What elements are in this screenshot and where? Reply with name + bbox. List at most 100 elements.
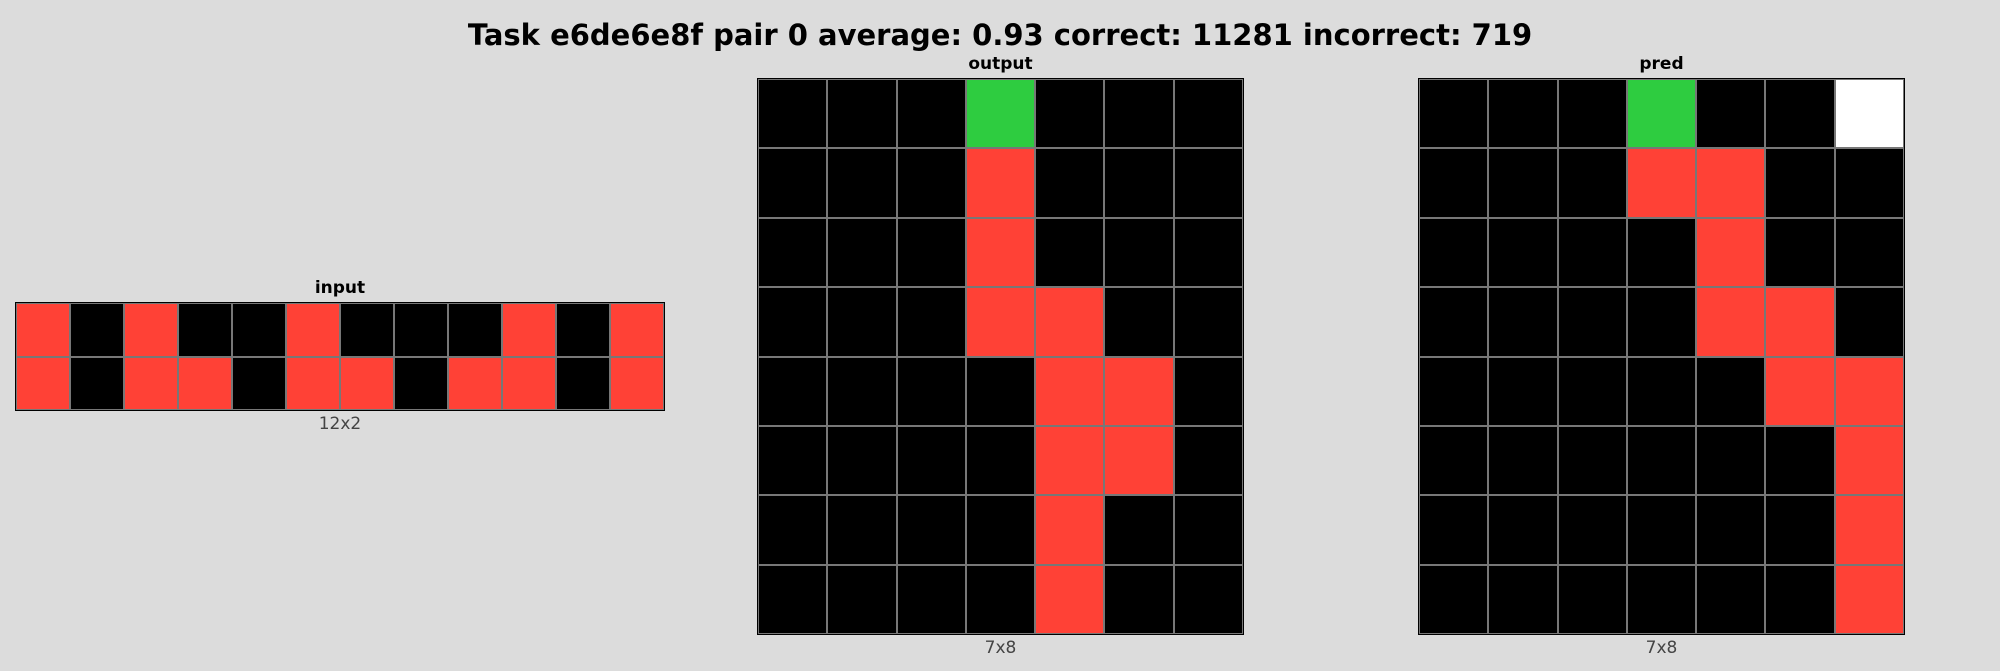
pred-grid-cell (1626, 425, 1697, 496)
pred-grid-cell (1765, 356, 1835, 426)
output-grid-cell (1035, 425, 1105, 496)
output-grid-cell (1173, 564, 1243, 634)
pred-grid-cell (1488, 148, 1558, 218)
output-label: output (968, 54, 1033, 74)
input-grid-cell (124, 303, 178, 357)
input-grid (15, 302, 665, 411)
pred-grid-cell (1696, 495, 1766, 565)
output-grid-cell (1173, 79, 1243, 149)
output-grid-cell (965, 148, 1036, 218)
pred-grid-cell (1419, 564, 1489, 634)
pred-grid-cell (1488, 425, 1558, 496)
output-grid-cell (758, 495, 828, 565)
output-grid-cell (827, 425, 897, 496)
pred-grid-cell (1488, 217, 1558, 288)
input-grid-cell (556, 356, 610, 410)
output-grid-cell (1104, 79, 1174, 149)
pred-grid-cell (1557, 564, 1627, 634)
output-grid-cell (827, 495, 897, 565)
pred-grid-cell (1834, 495, 1904, 565)
input-grid-cell (124, 356, 178, 410)
output-grid-cell (1104, 564, 1174, 634)
output-grid-cell (1173, 356, 1243, 426)
pred-grid-cell (1419, 148, 1489, 218)
output-grid-cell (1104, 356, 1174, 426)
pred-grid-cell (1834, 79, 1904, 149)
pred-grid-cell (1834, 356, 1904, 426)
input-grid-cell (556, 303, 610, 357)
output-grid-cell (758, 79, 828, 149)
pred-grid-cell (1557, 356, 1627, 426)
output-grid-cell (1035, 217, 1105, 288)
pred-grid-cell (1765, 425, 1835, 496)
output-size-caption: 7x8 (984, 638, 1017, 658)
pred-grid-cell (1626, 287, 1697, 357)
output-grid-cell (758, 148, 828, 218)
pred-grid-cell (1765, 495, 1835, 565)
output-grid-cell (965, 564, 1036, 634)
input-grid-cell (610, 356, 664, 410)
output-grid-cell (1104, 287, 1174, 357)
output-grid-cell (758, 564, 828, 634)
input-label: input (314, 278, 366, 298)
pred-grid-cell (1419, 356, 1489, 426)
input-grid-cell (178, 356, 232, 410)
output-grid-cell (965, 217, 1036, 288)
pred-grid-cell (1834, 425, 1904, 496)
pred-grid-cell (1696, 217, 1766, 288)
output-grid-cell (827, 79, 897, 149)
pred-grid-cell (1557, 79, 1627, 149)
output-grid-cell (827, 356, 897, 426)
output-grid-cell (1173, 148, 1243, 218)
output-grid-cell (965, 495, 1036, 565)
input-grid-cell (286, 356, 340, 410)
pred-grid-cell (1419, 425, 1489, 496)
pred-grid-cell (1626, 148, 1697, 218)
pred-grid-cell (1419, 79, 1489, 149)
output-grid-cell (1104, 217, 1174, 288)
input-grid-cell (394, 303, 448, 357)
input-grid-cell (178, 303, 232, 357)
pred-grid-cell (1419, 287, 1489, 357)
pred-grid-cell (1419, 495, 1489, 565)
input-grid-cell (232, 356, 286, 410)
output-grid-cell (896, 287, 966, 357)
pred-grid-cell (1696, 287, 1766, 357)
output-grid-cell (896, 495, 966, 565)
pred-size-caption: 7x8 (1645, 638, 1678, 658)
pred-grid-cell (1626, 495, 1697, 565)
output-grid-cell (1035, 495, 1105, 565)
output-grid-cell (1104, 148, 1174, 218)
output-grid-cell (896, 217, 966, 288)
pred-grid-cell (1626, 217, 1697, 288)
pred-grid-cell (1488, 79, 1558, 149)
input-size-caption: 12x2 (318, 414, 362, 434)
input-grid-cell (610, 303, 664, 357)
input-grid-cell (340, 356, 394, 410)
output-grid-cell (827, 217, 897, 288)
output-grid-cell (1173, 495, 1243, 565)
pred-grid-cell (1557, 217, 1627, 288)
output-grid-cell (758, 287, 828, 357)
output-grid-cell (896, 148, 966, 218)
output-grid-cell (827, 287, 897, 357)
output-grid-cell (1173, 287, 1243, 357)
pred-grid-cell (1765, 564, 1835, 634)
pred-grid-cell (1765, 79, 1835, 149)
pred-grid-cell (1557, 287, 1627, 357)
pred-grid-cell (1488, 287, 1558, 357)
input-grid-cell (232, 303, 286, 357)
pred-grid-cell (1696, 148, 1766, 218)
output-grid-cell (758, 425, 828, 496)
output-grid-cell (1035, 287, 1105, 357)
page-title: Task e6de6e8f pair 0 average: 0.93 corre… (467, 18, 1533, 52)
input-grid-cell (502, 356, 556, 410)
input-grid-cell (340, 303, 394, 357)
output-grid (757, 78, 1244, 635)
input-grid-cell (502, 303, 556, 357)
pred-grid-cell (1419, 217, 1489, 288)
pred-grid-cell (1834, 217, 1904, 288)
output-grid-cell (965, 356, 1036, 426)
pred-grid-cell (1696, 79, 1766, 149)
